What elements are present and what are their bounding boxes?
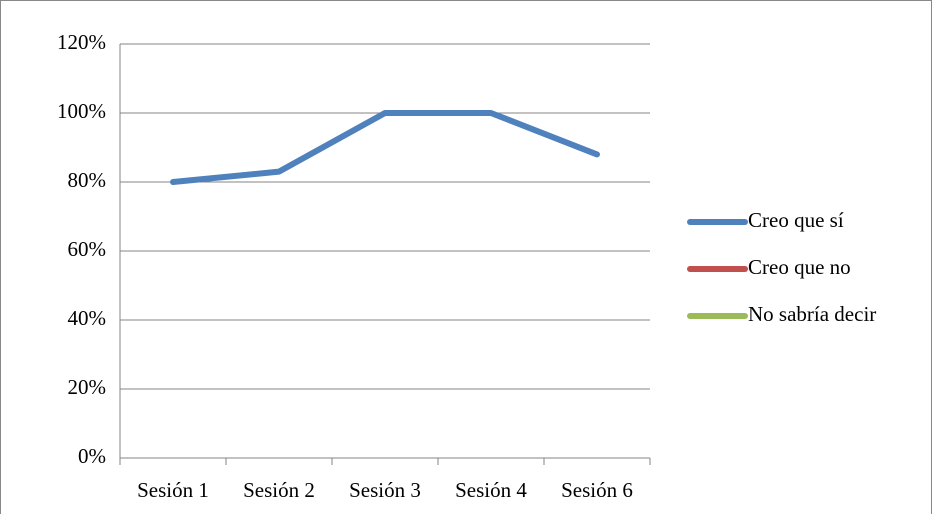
y-tick-label: 120% (57, 30, 106, 54)
legend-label: No sabría decir (748, 302, 876, 326)
y-tick-label: 100% (57, 99, 106, 123)
x-tick-label: Sesión 6 (561, 478, 633, 502)
legend-label: Creo que sí (748, 208, 844, 232)
x-tick-label: Sesión 4 (455, 478, 527, 502)
y-tick-label: 60% (68, 237, 107, 261)
x-tick-label: Sesión 1 (137, 478, 209, 502)
x-tick-label: Sesión 3 (349, 478, 421, 502)
legend-label: Creo que no (748, 255, 851, 279)
x-tick-label: Sesión 2 (243, 478, 315, 502)
y-tick-label: 40% (68, 306, 107, 330)
y-tick-label: 80% (68, 168, 107, 192)
y-tick-label: 20% (68, 375, 107, 399)
series-line (170, 110, 600, 185)
y-tick-label: 0% (78, 444, 106, 468)
